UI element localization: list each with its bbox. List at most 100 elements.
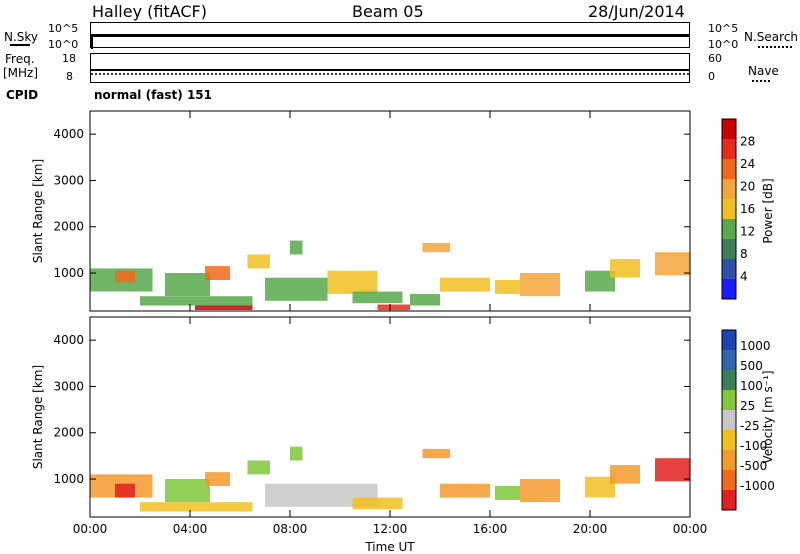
echo-region — [440, 277, 490, 292]
echo-region — [205, 472, 230, 486]
colorbar-tick-label: 1000 — [740, 339, 771, 353]
colorbar-swatch — [722, 259, 736, 279]
nsearch-line-key — [758, 46, 792, 48]
velocity-panel: 1000 2000 3000 4000 00:00 04:00 08:00 12:00 16:… — [31, 316, 708, 554]
power-colorbar-title: Power [dB] — [761, 178, 775, 243]
cpid-value: normal (fast) 151 — [94, 88, 212, 102]
colorbar-tick-label: 100 — [740, 379, 763, 393]
colorbar-tick-label: 25 — [740, 399, 755, 413]
freq-tick-bottom: 8 — [66, 70, 73, 83]
y-tick-label: 3000 — [53, 173, 84, 187]
nsky-line-key — [10, 44, 30, 46]
velocity-y-axis: 1000 2000 3000 4000 — [53, 333, 690, 486]
nave-line-key — [752, 80, 770, 82]
velocity-x-axis: 00:00 04:00 08:00 12:00 16:00 20:00 00:00 — [73, 317, 708, 536]
colorbar-swatch — [722, 430, 736, 450]
colorbar-tick-label: 12 — [740, 225, 755, 239]
noise-tick-right-bottom: 10^0 — [708, 38, 739, 51]
x-tick-label: 12:00 — [373, 522, 408, 536]
colorbar-swatch — [722, 330, 736, 350]
freq-trace — [91, 69, 689, 71]
colorbar-tick-label: 4 — [740, 270, 748, 284]
freq-tick-top: 18 — [62, 52, 76, 65]
echo-region — [655, 458, 690, 482]
echo-region — [247, 254, 270, 269]
echo-region — [520, 273, 560, 297]
echo-region — [585, 476, 615, 498]
noise-start-marker — [91, 37, 93, 49]
y-tick-label: 1000 — [53, 266, 84, 280]
colorbar-tick-label: 500 — [740, 359, 763, 373]
echo-region — [610, 465, 640, 484]
x-tick-label: 00:00 — [73, 522, 108, 536]
nave-label: Nave — [748, 64, 779, 78]
echo-region — [410, 293, 440, 306]
velocity-colorbar-title: Velocity [m s⁻¹] — [761, 370, 775, 463]
colorbar-swatch — [722, 450, 736, 470]
nave-tick-bottom: 0 — [708, 70, 715, 83]
colorbar-swatch — [722, 410, 736, 430]
y-tick-label: 4000 — [53, 333, 84, 347]
echo-region — [140, 296, 253, 306]
echo-region — [422, 448, 450, 459]
echo-region — [610, 259, 640, 278]
echo-region — [440, 483, 490, 498]
beam-label: Beam 05 — [352, 2, 424, 21]
echo-region — [422, 242, 450, 253]
cpid-label: CPID — [6, 88, 39, 102]
echo-region — [377, 304, 410, 311]
power-x-ticks — [89, 111, 691, 311]
colorbar-swatch — [722, 139, 736, 159]
colorbar-tick-label: 8 — [740, 247, 748, 261]
station-title: Halley (fitACF) — [92, 2, 207, 21]
echo-region — [352, 291, 403, 304]
noise-trace — [91, 34, 689, 37]
noise-tick-left-top: 10^5 — [48, 22, 79, 35]
colorbar-tick-label: 16 — [740, 202, 755, 216]
power-y-axis-title: Slant Range [km] — [31, 159, 45, 263]
y-tick-label: 3000 — [53, 379, 84, 393]
noise-tick-left-bottom: 10^0 — [48, 38, 79, 51]
x-tick-label: 20:00 — [573, 522, 608, 536]
y-tick-label: 2000 — [53, 426, 84, 440]
echo-region — [205, 266, 230, 280]
colorbar-tick-label: 24 — [740, 157, 755, 171]
power-panel: 1000 2000 3000 4000 Slant Range [km] — [31, 110, 691, 312]
echo-region — [520, 479, 560, 503]
echo-region — [290, 240, 303, 255]
power-echo-layer — [90, 240, 690, 311]
colorbar-tick-label: -25 — [740, 419, 760, 433]
noise-strip — [90, 22, 690, 49]
x-tick-label: 08:00 — [273, 522, 308, 536]
echo-region — [140, 502, 253, 512]
colorbar-swatch — [722, 279, 736, 299]
noise-tick-right-top: 10^5 — [708, 22, 739, 35]
power-colorbar: 4 8 12 16 20 24 28 — [721, 118, 755, 300]
x-tick-label: 04:00 — [173, 522, 208, 536]
x-tick-label: 16:00 — [473, 522, 508, 536]
colorbar-swatch — [722, 239, 736, 259]
nsearch-label: N.Search — [744, 30, 799, 44]
nsky-label: N.Sky — [4, 30, 39, 44]
colorbar-swatch — [722, 179, 736, 199]
colorbar-swatch — [722, 370, 736, 390]
y-tick-label: 4000 — [53, 127, 84, 141]
colorbar-swatch — [722, 219, 736, 239]
echo-region — [655, 252, 690, 276]
colorbar-swatch — [722, 119, 736, 139]
x-tick-label: 00:00 — [673, 522, 708, 536]
freq-label: Freq. — [5, 52, 35, 66]
colorbar-swatch — [722, 159, 736, 179]
colorbar-swatch — [722, 390, 736, 410]
colorbar-tick-label: 20 — [740, 180, 755, 194]
colorbar-frame — [721, 329, 737, 511]
y-tick-label: 2000 — [53, 220, 84, 234]
echo-region — [495, 486, 520, 500]
echo-region — [352, 497, 403, 510]
echo-region — [115, 270, 135, 283]
power-y-axis: 1000 2000 3000 4000 — [53, 127, 690, 280]
velocity-y-axis-title: Slant Range [km] — [31, 365, 45, 469]
colorbar-tick-label: -1000 — [740, 479, 775, 493]
echo-region — [247, 460, 270, 475]
velocity-echo-layer — [90, 446, 690, 512]
